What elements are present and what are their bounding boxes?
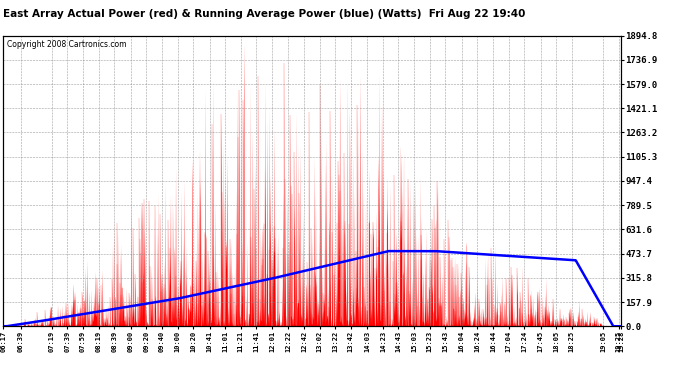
- Text: East Array Actual Power (red) & Running Average Power (blue) (Watts)  Fri Aug 22: East Array Actual Power (red) & Running …: [3, 9, 526, 19]
- Text: Copyright 2008 Cartronics.com: Copyright 2008 Cartronics.com: [6, 40, 126, 49]
